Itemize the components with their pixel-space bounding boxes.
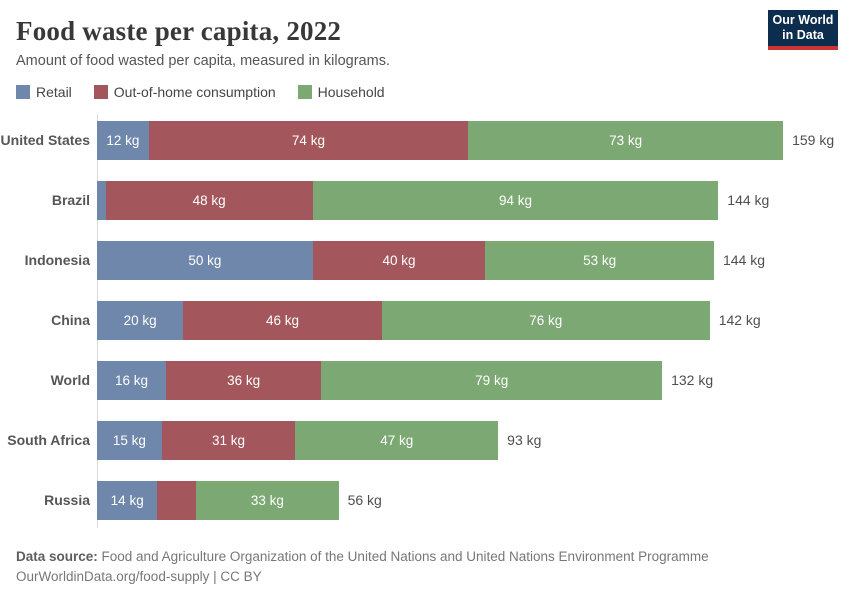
chart-subtitle: Amount of food wasted per capita, measur… (16, 53, 390, 69)
data-source-label: Data source: (16, 549, 98, 564)
bar-value-label: 31 kg (212, 432, 246, 448)
bar-segment-household-united-states[interactable]: 73 kg (468, 120, 784, 160)
bar-segment-out-of-home-consumption-china[interactable]: 46 kg (183, 300, 382, 340)
bar-value-label: 16 kg (114, 372, 149, 388)
total-label-russia: 56 kg (347, 492, 382, 508)
bar-segment-retail-world[interactable]: 16 kg (97, 360, 166, 400)
total-label-world: 132 kg (671, 372, 714, 388)
legend-swatch-retail (16, 85, 30, 99)
bar-value-label: 73 kg (609, 132, 643, 148)
country-label-indonesia: Indonesia (24, 252, 90, 268)
chart-row-south-africa: South Africa 15 kg 31 kg 47 kg 93 kg (0, 410, 850, 470)
bar-segment-out-of-home-consumption-indonesia[interactable]: 40 kg (312, 240, 486, 280)
country-label-united-states: United States (0, 132, 90, 148)
owid-logo[interactable]: Our World in Data (768, 10, 838, 50)
bar-segment-retail-russia[interactable]: 14 kg (97, 480, 158, 520)
chart-row-united-states: United States 12 kg 74 kg 73 kg 159 kg (0, 110, 850, 170)
total-label-indonesia: 144 kg (722, 252, 766, 268)
stacked-bar-world: 16 kg 36 kg 79 kg 132 kg (97, 360, 714, 400)
chart-rows: United States 12 kg 74 kg 73 kg 159 kg Brazil… (0, 110, 850, 530)
chart-row-russia: Russia 14 kg 33 kg 56 kg (0, 470, 850, 530)
legend-swatch-out-of-home (93, 85, 108, 99)
legend-label-retail: Retail (36, 84, 72, 100)
legend-swatch-household (297, 85, 312, 99)
data-source-line: Data source: Food and Agriculture Organi… (16, 547, 709, 567)
bar-value-label: 36 kg (227, 372, 261, 388)
bar-segment-out-of-home-consumption-united-states[interactable]: 74 kg (148, 120, 469, 160)
stacked-bar-south-africa: 15 kg 31 kg 47 kg 93 kg (97, 420, 542, 460)
bar-value-label: 20 kg (123, 312, 157, 328)
bar-segment-household-south-africa[interactable]: 47 kg (295, 420, 499, 460)
total-label-united-states: 159 kg (792, 132, 835, 148)
owid-logo-line2: in Data (782, 28, 824, 42)
chart-legend: Retail Out-of-home consumption Household (16, 84, 385, 100)
bar-value-label: 74 kg (291, 132, 325, 148)
bar-value-label: 76 kg (529, 312, 563, 328)
legend-item-retail[interactable]: Retail (16, 84, 72, 100)
bar-value-label: 47 kg (380, 432, 414, 448)
chart-row-china: China 20 kg 46 kg 76 kg 142 kg (0, 290, 850, 350)
total-label-south-africa: 93 kg (507, 432, 542, 448)
page-title: Food waste per capita, 2022 (16, 16, 342, 46)
bar-value-label: 33 kg (250, 492, 284, 508)
country-label-world: World (50, 372, 90, 388)
bar-segment-household-indonesia[interactable]: 53 kg (485, 240, 714, 280)
bar-segment-retail-china[interactable]: 20 kg (97, 300, 184, 340)
legend-item-household[interactable]: Household (297, 84, 385, 100)
chart-footer: Data source: Food and Agriculture Organi… (16, 547, 709, 587)
bar-segment-household-brazil[interactable]: 94 kg (312, 180, 719, 220)
total-label-china: 142 kg (718, 312, 761, 328)
bar-value-label: 14 kg (110, 492, 144, 508)
bar-value-label: 79 kg (475, 372, 509, 388)
bar-segment-out-of-home-consumption-world[interactable]: 36 kg (166, 360, 322, 400)
bar-value-label: 12 kg (106, 132, 140, 148)
legend-label-household: Household (317, 84, 385, 100)
total-label-brazil: 144 kg (727, 192, 770, 208)
stacked-bar-brazil: 48 kg 94 kg 144 kg (97, 180, 770, 220)
bar-value-label: 40 kg (382, 252, 416, 268)
bar-segment-out-of-home-consumption-south-africa[interactable]: 31 kg (161, 420, 296, 460)
bar-value-label: 50 kg (188, 252, 222, 268)
bar-segment-household-russia[interactable]: 33 kg (196, 480, 339, 520)
chart-row-world: World 16 kg 36 kg 79 kg 132 kg (0, 350, 850, 410)
owid-logo-line1: Our World (772, 13, 834, 27)
bar-chart: United States 12 kg 74 kg 73 kg 159 kg Brazil… (0, 110, 850, 530)
bar-segment-household-world[interactable]: 79 kg (321, 360, 663, 400)
legend-label-out-of-home: Out-of-home consumption (113, 84, 276, 100)
country-label-south-africa: South Africa (7, 432, 90, 448)
legend-item-out-of-home[interactable]: Out-of-home consumption (93, 84, 276, 100)
citation-line[interactable]: OurWorldinData.org/food-supply | CC BY (16, 569, 262, 584)
country-label-russia: Russia (44, 492, 90, 508)
bar-segment-retail-brazil[interactable] (97, 180, 106, 220)
country-label-china: China (51, 312, 90, 328)
bar-segment-retail-united-states[interactable]: 12 kg (97, 120, 149, 160)
stacked-bar-china: 20 kg 46 kg 76 kg 142 kg (97, 300, 761, 340)
stacked-bar-russia: 14 kg 33 kg 56 kg (97, 480, 382, 520)
bar-segment-retail-indonesia[interactable]: 50 kg (97, 240, 313, 280)
bar-value-label: 94 kg (498, 192, 532, 208)
chart-row-brazil: Brazil 48 kg 94 kg 144 kg (0, 170, 850, 230)
bar-value-label: 48 kg (192, 192, 226, 208)
bar-segment-household-china[interactable]: 76 kg (381, 300, 710, 340)
bar-value-label: 53 kg (583, 252, 617, 268)
stacked-bar-indonesia: 50 kg 40 kg 53 kg 144 kg (97, 240, 766, 280)
stacked-bar-united-states: 12 kg 74 kg 73 kg 159 kg (97, 120, 835, 160)
bar-segment-out-of-home-consumption-russia[interactable] (157, 480, 197, 520)
data-source-text: Food and Agriculture Organization of the… (97, 549, 709, 564)
bar-segment-out-of-home-consumption-brazil[interactable]: 48 kg (105, 180, 313, 220)
bar-value-label: 46 kg (266, 312, 300, 328)
bar-value-label: 15 kg (112, 432, 146, 448)
chart-row-indonesia: Indonesia 50 kg 40 kg 53 kg 144 kg (0, 230, 850, 290)
bar-segment-retail-south-africa[interactable]: 15 kg (97, 420, 162, 460)
country-label-brazil: Brazil (51, 192, 90, 208)
